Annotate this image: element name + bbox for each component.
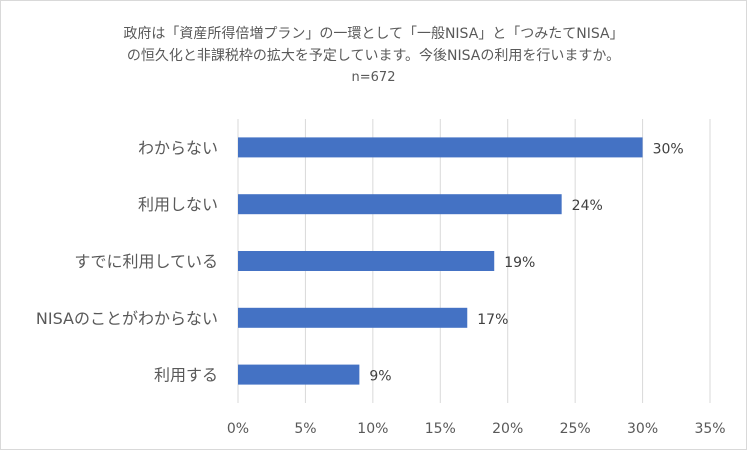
- data-label: 19%: [504, 255, 535, 271]
- x-tick-label: 20%: [492, 421, 523, 437]
- data-label: 9%: [369, 369, 391, 385]
- data-label: 30%: [653, 141, 684, 157]
- chart-title-line-1: 政府は「資産所得倍増プラン」の一環として「一般NISA」と「つみたてNISA」: [123, 26, 624, 42]
- category-label: すでに利用している: [74, 252, 218, 271]
- x-tick-label: 10%: [357, 421, 388, 437]
- x-tick-label: 5%: [294, 421, 316, 437]
- bar: [238, 364, 360, 385]
- category-label: 利用する: [154, 366, 218, 385]
- x-tick-label: 0%: [227, 421, 249, 437]
- bar: [238, 137, 643, 158]
- x-tick-label: 25%: [560, 421, 591, 437]
- category-label: 利用しない: [138, 195, 218, 214]
- category-label: わからない: [138, 138, 218, 157]
- bar: [238, 307, 468, 328]
- chart-title-block: 政府は「資産所得倍増プラン」の一環として「一般NISA」と「つみたてNISA」 …: [1, 23, 746, 88]
- x-tick-label: 15%: [425, 421, 456, 437]
- bar: [238, 194, 562, 215]
- data-label: 24%: [572, 198, 603, 214]
- bar: [238, 251, 495, 271]
- chart-subtitle: n=672: [351, 70, 396, 85]
- data-label: 17%: [477, 312, 508, 328]
- x-tick-label: 30%: [627, 421, 658, 437]
- category-label: NISAのことがわからない: [36, 309, 218, 328]
- x-tick-label: 35%: [694, 421, 725, 437]
- chart-title-line-2: の恒久化と非課税枠の拡大を予定しています。今後NISAの利用を行いますか。: [126, 48, 621, 64]
